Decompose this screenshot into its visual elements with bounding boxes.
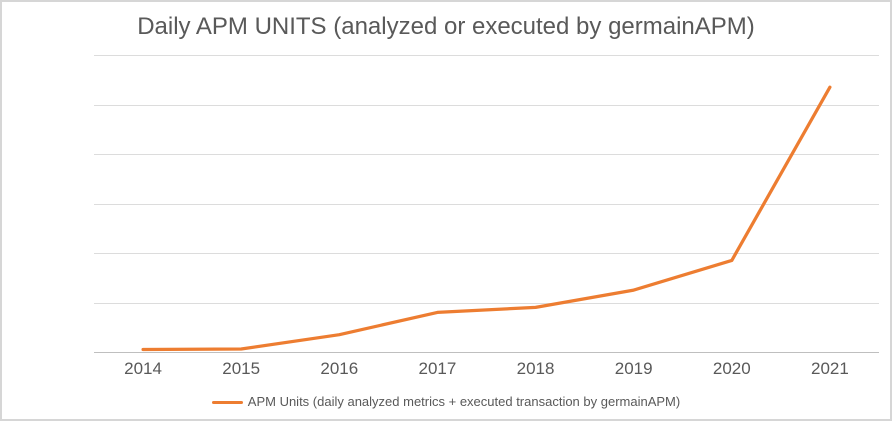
x-axis-label-2019: 2019: [614, 359, 653, 378]
plot-area: [94, 55, 879, 353]
x-axis-label-2016: 2016: [320, 359, 359, 378]
x-axis-label-2021: 2021: [811, 359, 849, 378]
line-series-canvas: [141, 85, 832, 352]
legend: APM Units (daily analyzed metrics + exec…: [2, 392, 890, 412]
legend-label: APM Units (daily analyzed metrics + exec…: [247, 394, 681, 409]
x-axis-label-2018: 2018: [516, 359, 555, 378]
x-axis: 2014 2015 2016 2017 2018 2019 2020 2021: [94, 358, 879, 380]
x-axis-line: [94, 352, 879, 353]
y-gridline: [94, 154, 879, 155]
apm-units-line: [141, 85, 832, 352]
y-gridline: [94, 203, 879, 205]
x-axis-label-2017: 2017: [418, 359, 457, 378]
y-gridline: [94, 253, 879, 254]
y-gridline: [94, 104, 879, 106]
x-axis-label-2014: 2014: [124, 359, 162, 378]
legend-line-swatch-icon: [211, 400, 243, 404]
chart-title: Daily APM UNITS (analyzed or executed by…: [137, 13, 755, 40]
x-axis-label-2015: 2015: [222, 359, 261, 378]
x-axis-label-2020: 2020: [712, 359, 751, 378]
y-gridline: [94, 55, 879, 56]
y-gridline: [94, 302, 879, 304]
